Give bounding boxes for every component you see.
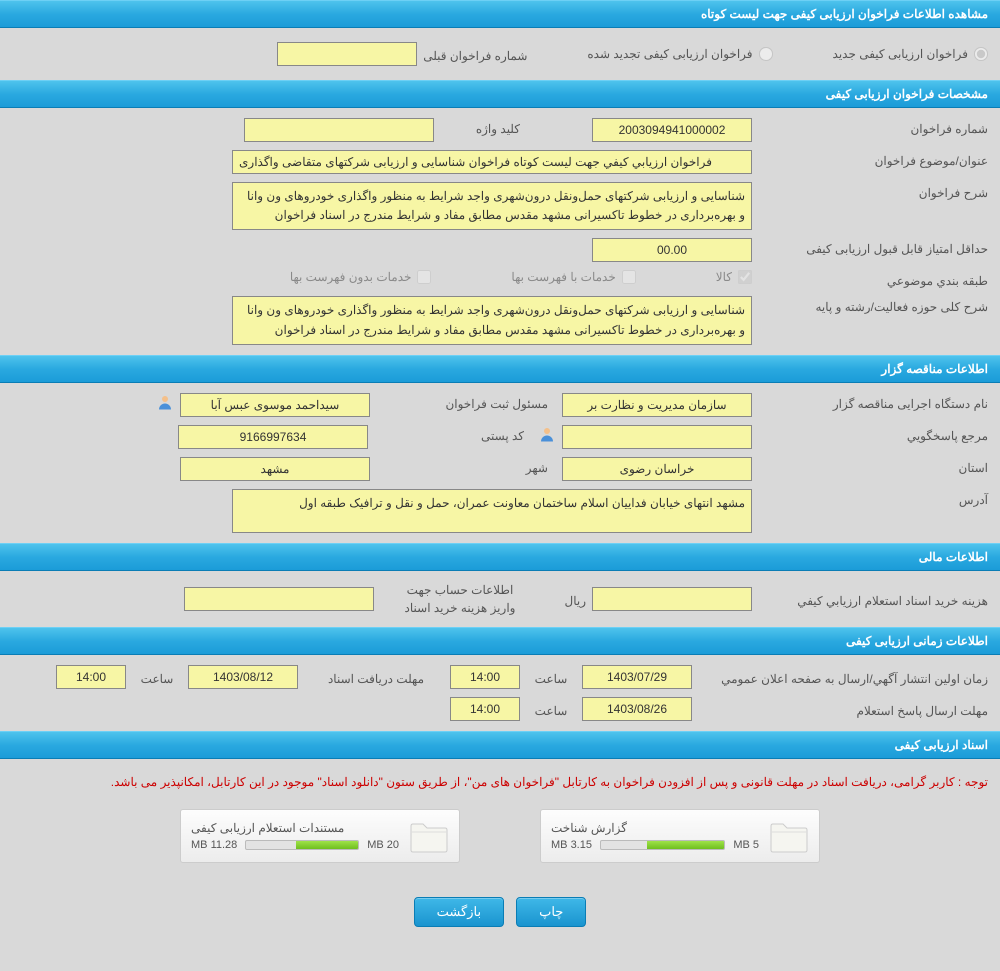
desc-field: شناسایی و ارزیابی شرکتهای حمل‌ونقل درون‌… bbox=[232, 182, 752, 230]
radio-new-call[interactable]: فراخوان ارزیابی کیفی جدید bbox=[833, 47, 988, 61]
postal-label: کد پستی bbox=[374, 425, 532, 443]
financial-body: هزينه خريد اسناد استعلام ارزيابي كيفي ری… bbox=[0, 571, 1000, 627]
scope-label: شرح کلی حوزه فعالیت/رشته و پایه bbox=[758, 296, 988, 314]
spec-body: شماره فراخوان 2003094941000002 کلید واژه… bbox=[0, 108, 1000, 355]
desc-label: شرح فراخوان bbox=[758, 182, 988, 200]
file-used: 3.15 MB bbox=[551, 839, 592, 851]
radio-new-call-label: فراخوان ارزیابی کیفی جدید bbox=[833, 47, 968, 61]
person-icon-2 bbox=[538, 425, 556, 443]
progress-bar bbox=[600, 840, 725, 850]
cost-label: هزينه خريد اسناد استعلام ارزيابي كيفي bbox=[758, 590, 988, 608]
check-goods[interactable]: کالا bbox=[716, 270, 752, 284]
org-label: نام دستگاه اجرایی مناقصه گزار bbox=[758, 393, 988, 411]
radio-renewed-call-label: فراخوان ارزیابی کیفی تجدید شده bbox=[587, 47, 752, 61]
publish-time-field: 14:00 bbox=[450, 665, 520, 689]
header-tenderer: اطلاعات مناقصه گزار bbox=[0, 355, 1000, 383]
file-used: 11.28 MB bbox=[191, 839, 237, 851]
title-field: فراخوان ارزيابي كيفي جهت ليست كوتاه فراخ… bbox=[232, 150, 752, 174]
header-financial: اطلاعات مالی bbox=[0, 543, 1000, 571]
progress-row: 5 MB 3.15 MB bbox=[551, 839, 759, 851]
receive-time-field: 14:00 bbox=[56, 665, 126, 689]
min-score-label: حداقل امتیاز قابل قبول ارزیابی کیفی bbox=[758, 238, 988, 256]
address-field: مشهد انتهای خیابان فداییان اسلام ساختمان… bbox=[232, 489, 752, 533]
saat-label-3: ساعت bbox=[526, 700, 576, 718]
check-with-list-label: خدمات با فهرست بها bbox=[511, 270, 615, 284]
header-spec: مشخصات فراخوان ارزیابی کیفی bbox=[0, 80, 1000, 108]
file-card[interactable]: گزارش شناخت 5 MB 3.15 MB bbox=[540, 809, 820, 863]
category-checks: کالا خدمات با فهرست بها خدمات بدون فهرست… bbox=[290, 270, 752, 284]
response-time-field: 14:00 bbox=[450, 697, 520, 721]
check-goods-label: کالا bbox=[716, 270, 732, 284]
keyword-field bbox=[244, 118, 434, 142]
province-field: خراسان رضوی bbox=[562, 457, 752, 481]
org-field: سازمان مدیریت و نظارت بر bbox=[562, 393, 752, 417]
docs-body: توجه : کاربر گرامی، دریافت اسناد در مهلت… bbox=[0, 759, 1000, 879]
file-info: مستندات استعلام ارزیابی کیفی 20 MB 11.28… bbox=[191, 821, 399, 851]
progress-row: 20 MB 11.28 MB bbox=[191, 839, 399, 851]
folder-icon bbox=[769, 818, 809, 854]
saat-label-1: ساعت bbox=[526, 668, 576, 686]
category-label: طبقه بندي موضوعي bbox=[758, 270, 988, 288]
page-container: مشاهده اطلاعات فراخوان ارزیابی کیفی جهت … bbox=[0, 0, 1000, 949]
scope-field: شناسایی و ارزیابی شرکتهای حمل‌ونقل درون‌… bbox=[232, 296, 752, 344]
registrar-label: مسئول ثبت فراخوان bbox=[376, 393, 556, 411]
prev-call-field bbox=[277, 42, 417, 66]
check-without-list[interactable]: خدمات بدون فهرست بها bbox=[290, 270, 432, 284]
print-button[interactable]: چاپ bbox=[516, 897, 586, 927]
file-total: 20 MB bbox=[367, 839, 399, 851]
header-main: مشاهده اطلاعات فراخوان ارزیابی کیفی جهت … bbox=[0, 0, 1000, 28]
file-cards: گزارش شناخت 5 MB 3.15 MB مستندات اس bbox=[12, 809, 988, 863]
response-label: مهلت ارسال پاسخ استعلام bbox=[698, 700, 988, 718]
account-label-line1: اطلاعات حساب جهت bbox=[380, 581, 540, 599]
account-label-line2: واریز هزینه خرید اسناد bbox=[380, 599, 540, 617]
button-row: چاپ بازگشت bbox=[0, 879, 1000, 949]
keyword-label: کلید واژه bbox=[440, 118, 520, 136]
publish-date-field: 1403/07/29 bbox=[582, 665, 692, 689]
tenderer-body: نام دستگاه اجرایی مناقصه گزار سازمان مدی… bbox=[0, 383, 1000, 543]
call-no-label: شماره فراخوان bbox=[758, 118, 988, 136]
prev-call-label: شماره فراخوان قبلی bbox=[423, 45, 527, 63]
min-score-field: 00.00 bbox=[592, 238, 752, 262]
top-options-body: فراخوان ارزیابی کیفی جدید فراخوان ارزیاب… bbox=[0, 28, 1000, 80]
header-timing: اطلاعات زمانی ارزیابی کیفی bbox=[0, 627, 1000, 655]
city-field: مشهد bbox=[180, 457, 370, 481]
file-title: گزارش شناخت bbox=[551, 821, 759, 835]
progress-bar bbox=[245, 840, 359, 850]
radio-renewed-call[interactable]: فراخوان ارزیابی کیفی تجدید شده bbox=[587, 47, 772, 61]
receive-date-field: 1403/08/12 bbox=[188, 665, 298, 689]
account-field bbox=[184, 587, 374, 611]
file-title: مستندات استعلام ارزیابی کیفی bbox=[191, 821, 399, 835]
saat-label-2: ساعت bbox=[132, 668, 182, 686]
back-button[interactable]: بازگشت bbox=[414, 897, 504, 927]
response-date-field: 1403/08/26 bbox=[582, 697, 692, 721]
currency-label: ریال bbox=[546, 590, 586, 608]
header-docs: اسناد ارزیابی کیفی bbox=[0, 731, 1000, 759]
registrar-field: سیداحمد موسوی عبس آبا bbox=[180, 393, 370, 417]
responder-field bbox=[562, 425, 752, 449]
progress-fill bbox=[647, 841, 725, 849]
city-label: شهر bbox=[376, 457, 556, 475]
progress-fill bbox=[296, 841, 359, 849]
publish-label: زمان اولين انتشار آگهي/ارسال به صفحه اعل… bbox=[698, 668, 988, 686]
postal-field: 9166997634 bbox=[178, 425, 368, 449]
receive-label: مهلت دریافت اسناد bbox=[304, 668, 444, 686]
responder-label: مرجع پاسخگويي bbox=[758, 425, 988, 443]
account-label: اطلاعات حساب جهت واریز هزینه خرید اسناد bbox=[380, 581, 540, 617]
title-label: عنوان/موضوع فراخوان bbox=[758, 150, 988, 168]
call-type-radios: فراخوان ارزیابی کیفی جدید فراخوان ارزیاب… bbox=[12, 38, 988, 70]
file-info: گزارش شناخت 5 MB 3.15 MB bbox=[551, 821, 759, 851]
call-no-field: 2003094941000002 bbox=[592, 118, 752, 142]
prev-call-wrap: شماره فراخوان قبلی bbox=[277, 42, 527, 66]
province-label: استان bbox=[758, 457, 988, 475]
folder-icon bbox=[409, 818, 449, 854]
person-icon bbox=[156, 393, 174, 411]
file-card[interactable]: مستندات استعلام ارزیابی کیفی 20 MB 11.28… bbox=[180, 809, 460, 863]
timing-body: زمان اولين انتشار آگهي/ارسال به صفحه اعل… bbox=[0, 655, 1000, 731]
check-without-list-label: خدمات بدون فهرست بها bbox=[290, 270, 412, 284]
docs-notice: توجه : کاربر گرامی، دریافت اسناد در مهلت… bbox=[12, 769, 988, 803]
cost-field bbox=[592, 587, 752, 611]
address-label: آدرس bbox=[758, 489, 988, 507]
check-with-list[interactable]: خدمات با فهرست بها bbox=[511, 270, 635, 284]
file-total: 5 MB bbox=[733, 839, 759, 851]
